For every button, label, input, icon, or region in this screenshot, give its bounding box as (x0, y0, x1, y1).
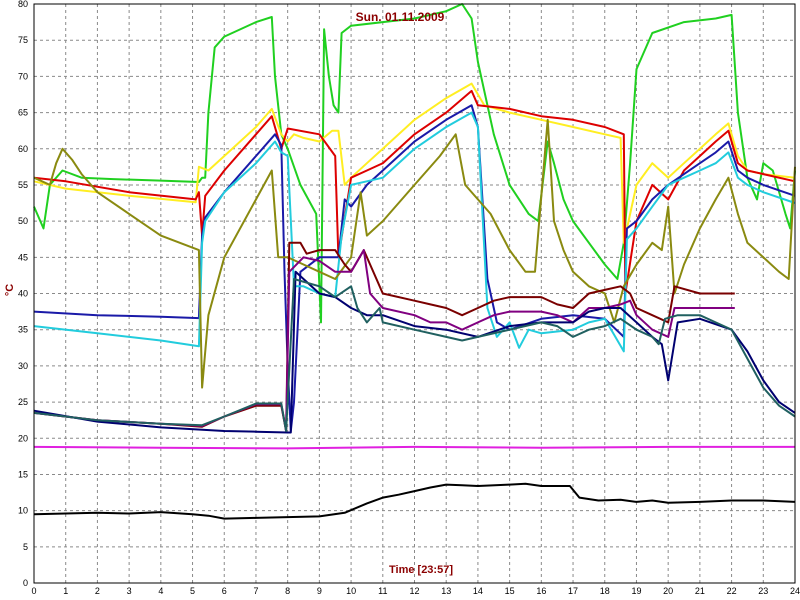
series-lines (33, 3, 796, 520)
x-tick-label: 17 (568, 586, 578, 596)
series-line-6 (33, 118, 796, 389)
x-tick-label: 21 (695, 586, 705, 596)
y-tick-label: 65 (18, 108, 28, 118)
x-tick-label: 15 (505, 586, 515, 596)
series-line-12 (33, 482, 796, 520)
y-tick-label: 10 (18, 506, 28, 516)
y-tick-label: 0 (23, 578, 28, 588)
series-line-9 (33, 270, 796, 434)
x-tick-labels: 0 1 2 3 4 5 6 7 8 9 10 11 12 13 14 15 16 17 18 19 20 21 22 23 24 (31, 586, 800, 596)
x-tick-label: 11 (378, 586, 387, 596)
x-tick-label: 2 (95, 586, 100, 596)
series-line-5 (33, 111, 796, 353)
x-tick-label: 16 (536, 586, 546, 596)
y-tick-label: 40 (18, 289, 28, 299)
y-tick-label: 70 (18, 71, 28, 81)
x-tick-label: 9 (317, 586, 322, 596)
y-tick-label: 15 (18, 469, 28, 479)
x-tick-label: 19 (631, 586, 641, 596)
x-tick-label: 14 (473, 586, 483, 596)
x-tick-label: 5 (190, 586, 195, 596)
y-tick-label: 5 (23, 542, 28, 552)
y-tick-label: 35 (18, 325, 28, 335)
x-tick-label: 20 (663, 586, 673, 596)
plot-frame (33, 3, 796, 584)
x-tick-label: 18 (600, 586, 610, 596)
series-line-11 (33, 445, 795, 450)
y-tick-label: 20 (18, 433, 28, 443)
y-tick-label: 50 (18, 216, 28, 226)
x-axis-label: Time [23:57] (389, 564, 453, 576)
x-tick-label: 13 (441, 586, 451, 596)
y-axis-label: °C (4, 284, 16, 296)
x-tick-label: 22 (727, 586, 737, 596)
x-tick-label: 23 (758, 586, 768, 596)
x-tick-label: 24 (790, 586, 800, 596)
y-tick-label: 55 (18, 180, 28, 190)
series-line-2 (33, 82, 796, 244)
x-tick-label: 0 (31, 586, 36, 596)
x-tick-label: 6 (222, 586, 227, 596)
series-line-1 (33, 3, 796, 324)
y-tick-label: 75 (18, 35, 28, 45)
series-line-4 (33, 104, 796, 432)
x-tick-label: 7 (253, 586, 258, 596)
y-tick-label: 80 (18, 0, 28, 9)
y-tick-label: 25 (18, 397, 28, 407)
x-tick-label: 3 (127, 586, 132, 596)
x-tick-label: 12 (409, 586, 419, 596)
x-tick-label: 4 (158, 586, 163, 596)
chart-title: Sun. 01.11.2009 (356, 10, 445, 24)
y-tick-label: 45 (18, 252, 28, 262)
y-tick-labels: 0 5 10 15 20 25 30 35 40 45 50 55 60 65 70 75 80 (18, 0, 28, 588)
x-tick-label: 1 (63, 586, 68, 596)
series-line-10 (33, 278, 796, 432)
series-line-3 (33, 89, 796, 295)
y-tick-label: 30 (18, 361, 28, 371)
x-tick-label: 8 (285, 586, 290, 596)
y-tick-label: 60 (18, 144, 28, 154)
x-tick-label: 10 (346, 586, 356, 596)
